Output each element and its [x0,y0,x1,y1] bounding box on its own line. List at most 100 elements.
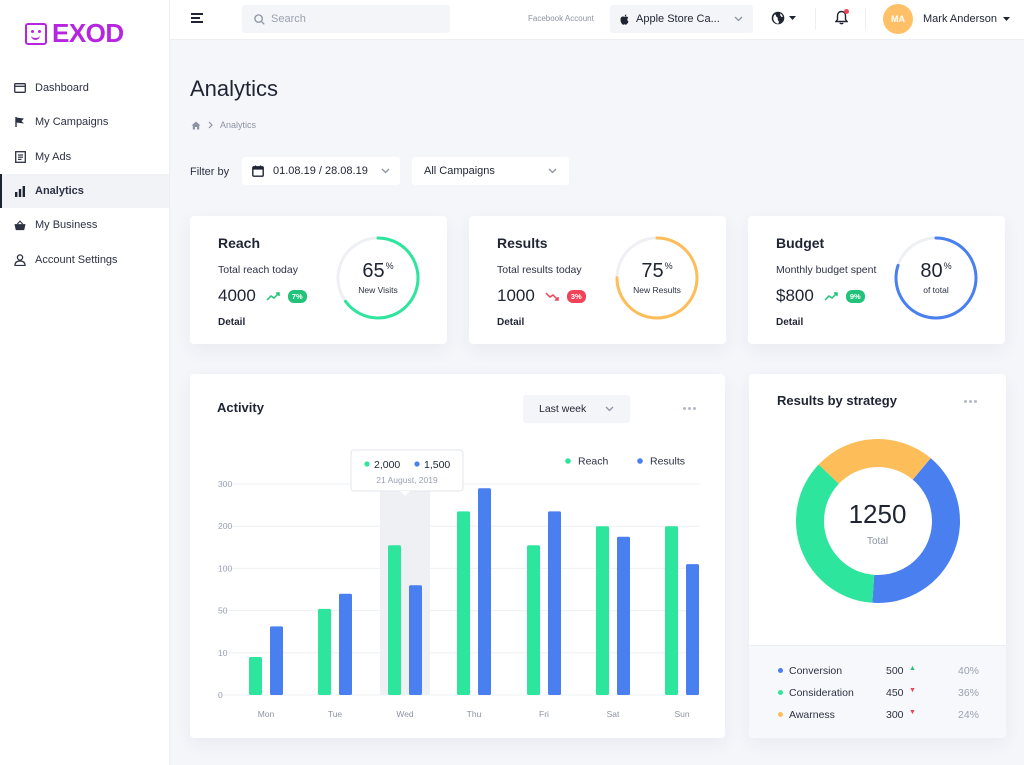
breadcrumb-current: Analytics [220,120,257,130]
chevron-down-icon [605,406,614,412]
calendar-icon [252,165,264,177]
progress-ring [336,236,420,320]
percent-sign: % [943,261,952,271]
campaign-select[interactable]: All Campaigns [412,157,569,185]
hamburger-menu-icon[interactable] [191,13,203,23]
ring-text: 75% New Results [614,260,700,295]
home-icon[interactable] [191,121,201,130]
legend-dot [565,458,571,464]
date-range-picker[interactable]: 01.08.19 / 28.08.19 [242,157,400,185]
period-select[interactable]: Last week [523,395,630,423]
bar-reach [457,511,470,695]
legend-dot [778,668,783,673]
bar-reach [665,526,678,695]
ring-text: 80% of total [893,260,979,295]
sidebar-item-my-business[interactable]: My Business [0,208,169,242]
sidebar-item-label: My Campaigns [35,116,109,129]
stat-title: Reach [218,235,261,251]
progress-ring [894,236,978,320]
detail-link[interactable]: Detail [497,317,525,328]
dashboard-icon [14,82,26,94]
stat-value-row: 4000 7% [218,286,307,306]
chevron-right-icon [208,121,213,129]
trend-down-icon: ▼ [909,687,916,694]
legend-dot [778,690,783,695]
stat-value-row: 1000 3% [497,286,586,306]
bar-results [270,626,283,695]
more-options-icon[interactable] [683,407,696,410]
activity-title: Activity [217,400,264,415]
strategy-legend: Conversion 500 ▲ 40% Consideration 450 ▼… [749,645,1006,738]
trend-down-icon: ▼ [909,709,916,716]
bar-results [478,488,491,695]
sidebar-item-analytics[interactable]: Analytics [0,173,169,209]
legend-row-awarness: Awarness 300 ▼ 24% [749,707,1006,725]
progress-ring [615,236,699,320]
x-tick-label: Wed [396,709,414,719]
bar-results [409,585,422,695]
account-select-value: Apple Store Ca... [636,13,720,25]
legend-percent: 40% [958,665,980,677]
legend-value: 500 [886,665,904,677]
campaign-select-value: All Campaigns [424,165,495,177]
bar-reach [388,545,401,695]
more-options-icon[interactable] [964,400,977,403]
user-icon [14,253,26,266]
divider [815,8,816,30]
legend-value: 450 [886,687,904,699]
ring-label: New Visits [358,285,398,295]
search-box [242,5,450,33]
y-tick-label: 10 [218,648,228,658]
legend-value: 300 [886,709,904,721]
tooltip-results-value: 1,500 [424,459,450,471]
chevron-down-icon [548,168,557,174]
detail-link[interactable]: Detail [776,317,804,328]
bar-results [686,564,699,695]
donut-total-label: Total [866,536,889,547]
legend-row-conversion: Conversion 500 ▲ 40% [749,663,1006,681]
donut-slice-awarness [818,439,931,484]
bar-results [617,536,630,695]
sidebar-item-account-settings[interactable]: Account Settings [0,242,169,276]
legend-percent: 36% [958,687,980,699]
avatar[interactable]: MA [883,4,913,34]
percent-sign: % [664,261,673,271]
sidebar-item-dashboard[interactable]: Dashboard [0,71,169,105]
facebook-account-label: Facebook Account [528,14,594,23]
user-menu[interactable]: Mark Anderson [923,13,1010,25]
sidebar-nav: Dashboard My Campaigns My Ads Analytics … [0,71,169,277]
breadcrumb: Analytics [191,120,256,130]
language-switcher[interactable] [771,11,796,25]
sidebar-item-my-campaigns[interactable]: My Campaigns [0,105,169,139]
stat-subtitle: Monthly budget spent [776,264,877,276]
search-input[interactable] [271,13,441,25]
trend-up-icon [824,291,838,301]
highlight-band [380,491,430,695]
notifications-button[interactable] [834,9,849,30]
sidebar-item-my-ads[interactable]: My Ads [0,140,169,174]
trend-badge: 7% [287,289,307,303]
ring-text: 65% New Visits [335,260,421,295]
trend-badge: 9% [845,289,865,303]
donut-slice-consideration [796,464,875,603]
chevron-down-icon [734,16,743,22]
trend-down-icon [545,291,559,301]
stat-subtitle: Total reach today [218,264,298,276]
detail-link[interactable]: Detail [218,317,246,328]
activity-card: Activity Last week 0 10 50 100 200 300 Mon Tue W… [190,374,725,738]
bar-reach [318,608,331,695]
donut-total: 1250 [848,499,907,529]
account-select[interactable]: Apple Store Ca... [610,5,753,33]
x-tick-label: Tue [328,709,343,719]
y-tick-label: 0 [218,690,223,700]
strategy-donut-chart [796,439,960,603]
brand-logo[interactable]: EXOD [25,18,124,49]
tooltip-dot [364,461,370,467]
trend-badge: 3% [566,289,586,303]
notification-dot [844,9,849,14]
legend-label: Reach [578,456,609,468]
document-icon [14,150,26,163]
divider [865,8,866,30]
x-tick-label: Sun [674,709,689,719]
stat-value: 1000 [497,286,535,305]
